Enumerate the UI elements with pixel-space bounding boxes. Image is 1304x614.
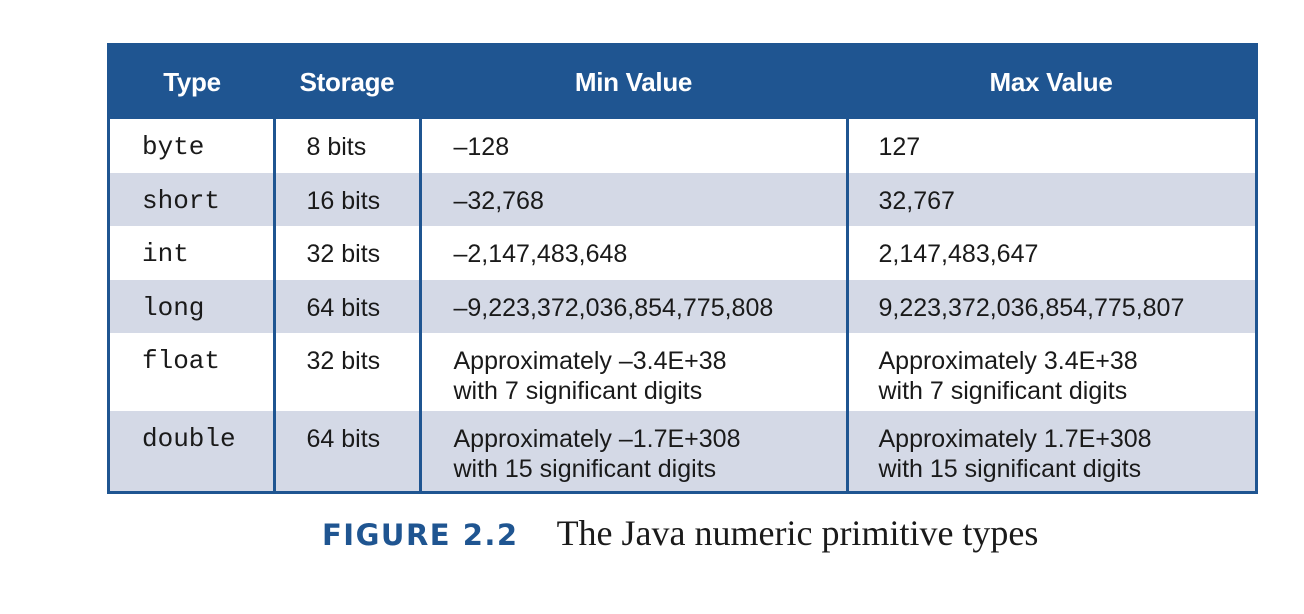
min-value: –128 xyxy=(453,133,510,161)
type-cell: int xyxy=(110,226,274,280)
max-value-line-1: Approximately 1.7E+308 xyxy=(878,425,1152,453)
type-name: byte xyxy=(142,132,205,162)
min-value-line-2: with 15 significant digits xyxy=(453,455,717,483)
min-value-cell: Approximately –1.7E+308 with 15 significa… xyxy=(418,411,847,491)
type-cell: double xyxy=(110,411,274,491)
table-row: short 16 bits –32,768 32,767 xyxy=(110,173,1255,226)
max-value-cell: 32,767 xyxy=(845,173,1255,226)
storage-cell: 32 bits xyxy=(272,226,420,280)
figure-title: The Java numeric primitive types xyxy=(556,513,1039,553)
max-value: 32,767 xyxy=(878,187,955,215)
max-value-cell: 2,147,483,647 xyxy=(845,226,1255,280)
storage-size: 32 bits xyxy=(306,240,381,268)
storage-size: 64 bits xyxy=(306,294,381,322)
storage-cell: 64 bits xyxy=(272,411,420,491)
header-min-value: Min Value xyxy=(574,67,693,97)
table-row: float 32 bits Approximately –3.4E+38 with… xyxy=(110,333,1255,411)
min-value-line-2: with 7 significant digits xyxy=(453,377,703,405)
storage-size: 8 bits xyxy=(306,133,367,161)
max-value-cell: Approximately 1.7E+308 with 15 significan… xyxy=(845,411,1255,491)
min-value-cell: Approximately –3.4E+38 with 7 significant… xyxy=(418,333,847,411)
type-cell: long xyxy=(110,280,274,333)
figure-label: FIGURE 2.2 xyxy=(322,518,519,552)
min-value: –2,147,483,648 xyxy=(453,240,628,268)
type-cell: short xyxy=(110,173,274,226)
header-type: Type xyxy=(163,67,221,97)
max-value: 9,223,372,036,854,775,807 xyxy=(878,294,1185,322)
primitive-types-grid: Type Storage Min Value Max Value byte 8 … xyxy=(110,46,1255,491)
storage-size: 64 bits xyxy=(306,425,381,453)
table-row: byte 8 bits –128 127 xyxy=(110,119,1255,173)
max-value-cell: 127 xyxy=(845,119,1255,173)
type-name: double xyxy=(142,424,236,454)
type-name: int xyxy=(142,239,189,269)
header-max-value: Max Value xyxy=(989,67,1113,97)
storage-cell: 64 bits xyxy=(272,280,420,333)
storage-cell: 16 bits xyxy=(272,173,420,226)
type-name: short xyxy=(142,186,221,216)
max-value: 2,147,483,647 xyxy=(878,240,1039,268)
table-header-row: Type Storage Min Value Max Value xyxy=(110,46,1255,119)
min-value-line-1: Approximately –3.4E+38 xyxy=(453,347,727,375)
min-value-cell: –2,147,483,648 xyxy=(418,226,847,280)
max-value: 127 xyxy=(878,133,921,161)
type-cell: float xyxy=(110,333,274,411)
max-value-cell: 9,223,372,036,854,775,807 xyxy=(845,280,1255,333)
min-value: –9,223,372,036,854,775,808 xyxy=(453,294,774,322)
figure-caption: FIGURE 2.2 The Java numeric primitive typ… xyxy=(322,512,1038,554)
storage-cell: 32 bits xyxy=(272,333,420,411)
min-value-cell: –9,223,372,036,854,775,808 xyxy=(418,280,847,333)
primitive-types-table: Type Storage Min Value Max Value byte 8 … xyxy=(107,43,1258,494)
max-value-cell: Approximately 3.4E+38 with 7 significant … xyxy=(845,333,1255,411)
table-row: long 64 bits –9,223,372,036,854,775,808 … xyxy=(110,280,1255,333)
type-name: long xyxy=(142,293,205,323)
min-value-line-1: Approximately –1.7E+308 xyxy=(453,425,741,453)
max-value-line-2: with 7 significant digits xyxy=(878,377,1128,405)
type-cell: byte xyxy=(110,119,274,173)
storage-cell: 8 bits xyxy=(272,119,420,173)
storage-size: 32 bits xyxy=(306,347,381,375)
min-value-cell: –128 xyxy=(418,119,847,173)
max-value-line-1: Approximately 3.4E+38 xyxy=(878,347,1138,375)
storage-size: 16 bits xyxy=(306,187,381,215)
type-name: float xyxy=(142,346,221,376)
table-row: double 64 bits Approximately –1.7E+308 wi… xyxy=(110,411,1255,491)
table-row: int 32 bits –2,147,483,648 2,147,483,647 xyxy=(110,226,1255,280)
max-value-line-2: with 15 significant digits xyxy=(878,455,1142,483)
header-storage: Storage xyxy=(299,67,395,97)
min-value: –32,768 xyxy=(453,187,544,215)
min-value-cell: –32,768 xyxy=(418,173,847,226)
